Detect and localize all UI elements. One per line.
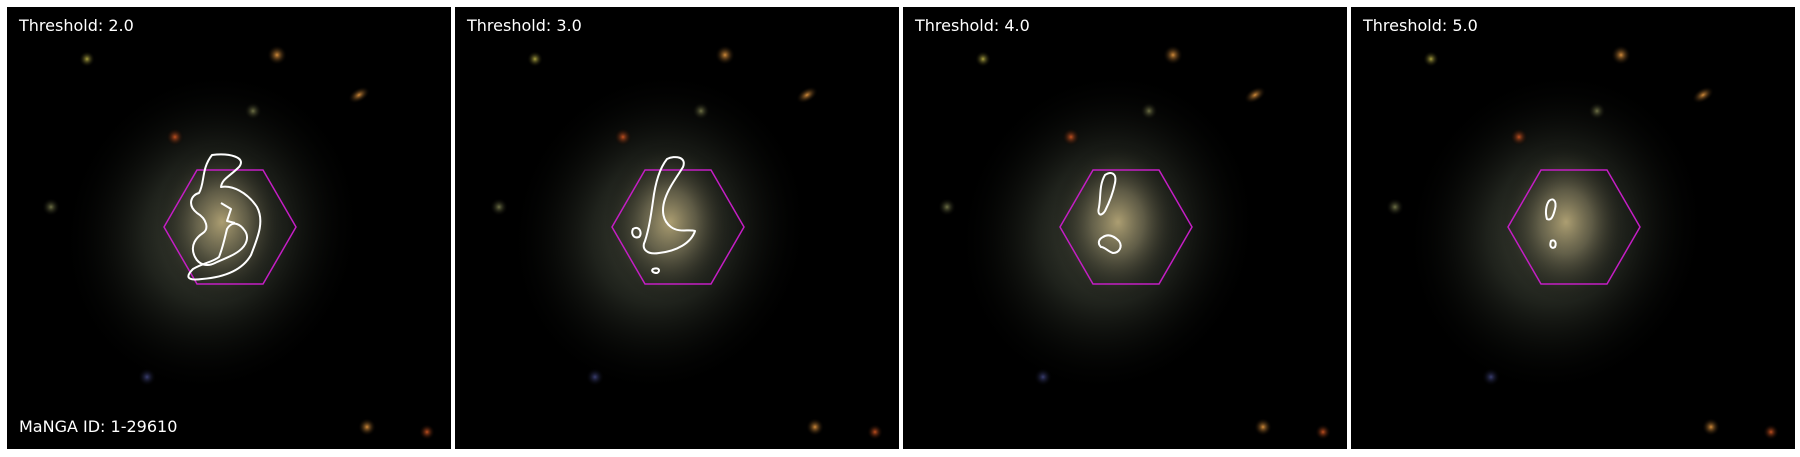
threshold-label: Threshold: 3.0 [467, 16, 582, 35]
hexagon-footprint [1507, 169, 1641, 285]
hexagon-footprint [611, 169, 745, 285]
galaxy-image [903, 7, 1347, 449]
galaxy-image [455, 7, 899, 449]
contour-lines [1544, 198, 1557, 249]
image-panel-threshold-2: Threshold: 2.0 MaNGA ID: 1-29610 [7, 7, 451, 449]
image-panel-threshold-3: Threshold: 3.0 [455, 7, 899, 449]
threshold-label: Threshold: 5.0 [1363, 16, 1478, 35]
hexagon-footprint [1059, 169, 1193, 285]
image-panel-threshold-5: Threshold: 5.0 [1351, 7, 1795, 449]
contour-lines [187, 153, 262, 281]
threshold-label: Threshold: 2.0 [19, 16, 134, 35]
image-panel-threshold-4: Threshold: 4.0 [903, 7, 1347, 449]
threshold-label: Threshold: 4.0 [915, 16, 1030, 35]
galaxy-image [7, 7, 451, 449]
galaxy-image [1351, 7, 1795, 449]
manga-id-label: MaNGA ID: 1-29610 [19, 417, 178, 436]
contour-lines [631, 156, 696, 274]
hexagon-footprint [163, 169, 297, 285]
contour-lines [1097, 172, 1122, 254]
